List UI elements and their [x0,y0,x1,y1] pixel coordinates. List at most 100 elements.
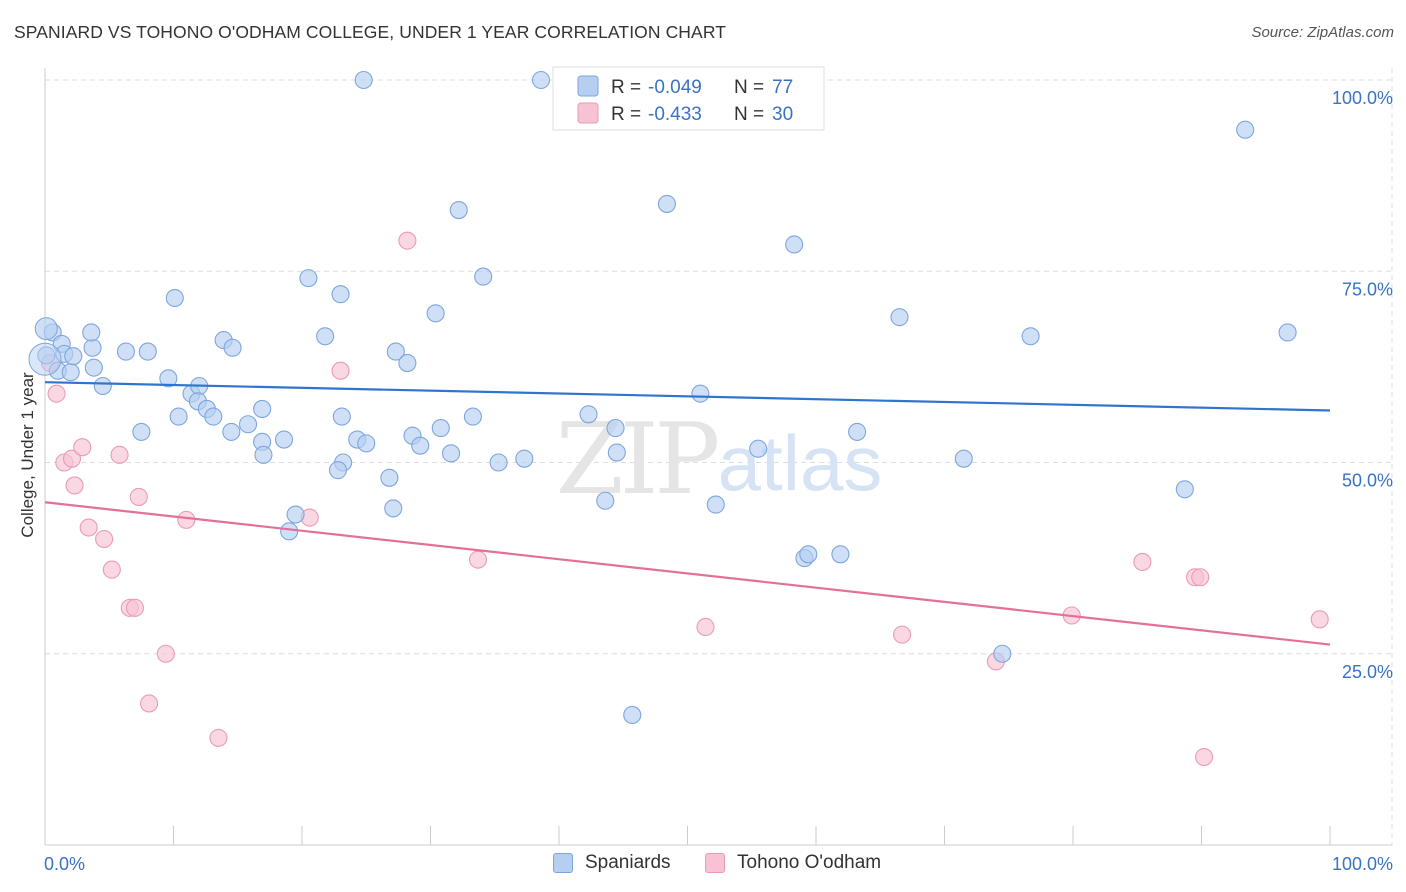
tohono-point [79,518,98,537]
spaniards-point [222,422,241,441]
trend-lines [44,381,1331,646]
spaniards-point [286,505,305,524]
spaniards-point [254,445,273,464]
tohono-point [129,487,148,506]
spaniards-point [238,415,258,434]
chart-title: SPANIARD VS TOHONO O'ODHAM COLLEGE, UNDE… [14,22,727,42]
tohono-point [65,476,84,495]
axes [44,68,1392,846]
stats-n-label-spaniards: N = [734,77,769,98]
series-legend: Spaniards Tohono O'odham [0,852,1406,878]
spaniards-point [398,353,417,373]
spaniards-point [82,323,101,342]
y-tick-label: 50.0% [1342,471,1393,491]
x-tick-label-end: 100.0% [1332,854,1393,874]
tohono-point [62,449,82,468]
spaniards-point [706,495,725,514]
stats-n-value-tohono: 30 [772,104,793,125]
spaniards-point [132,422,151,441]
tohono-point [95,529,114,549]
chart-source: Source: ZipAtlas.com [1251,24,1394,41]
spaniards-point [606,419,625,438]
spaniards-point [274,430,294,449]
spaniards-point [299,269,318,288]
spaniards-point [138,342,157,361]
tohono-point [1133,552,1152,572]
spaniards-point [607,443,626,462]
spaniards-point [993,644,1012,663]
tohono-point [73,438,92,457]
spaniards-point [1236,120,1255,139]
spaniards-point [431,419,450,438]
spaniards-point [328,461,348,480]
spaniards-point [657,194,676,213]
series-spaniards-points [28,70,1297,725]
spaniards-point [954,449,973,468]
tohono-point [47,384,66,403]
spaniards-point [253,399,272,419]
tohono-point [696,617,715,637]
tohono-point [156,644,175,663]
legend-label-tohono: Tohono O'odham [737,852,882,873]
stats-r-label-tohono: R = [611,104,646,125]
spaniards-point [1021,327,1040,346]
spaniards-point [169,407,188,426]
x-tick-label-start: 0.0% [44,854,85,874]
spaniards-point [1175,480,1194,499]
legend-label-spaniards: Spaniards [585,852,671,873]
gridlines [45,68,1393,845]
spaniards-point [84,358,103,377]
legend-item-spaniards[interactable]: Spaniards [553,852,671,874]
spaniards-point [596,491,615,510]
y-tick-label: 100.0% [1332,88,1393,108]
trend-line-spaniards [44,381,1331,412]
spaniards-cluster-point [28,342,62,376]
spaniards-point [204,407,223,426]
spaniards-point [331,285,350,304]
spaniards-point [691,384,710,403]
spaniards-point [93,376,112,396]
legend-swatch-spaniards [553,853,573,873]
spaniards-point [623,705,642,725]
spaniards-point [280,522,299,541]
tohono-point [102,560,121,579]
spaniards-point [165,288,184,308]
legend-item-tohono[interactable]: Tohono O'odham [705,852,881,874]
stats-n-value-spaniards: 77 [772,77,793,98]
spaniards-point [332,407,351,426]
spaniards-point [463,407,482,426]
tohono-point [125,598,144,617]
stats-r-value-spaniards: -0.049 [648,77,702,98]
spaniards-point [579,405,598,424]
tohono-point [177,510,196,529]
spaniards-point [426,304,445,323]
stats-legend-swatch-tohono [577,102,599,124]
tohono-point [398,231,417,250]
spaniards-point [83,338,102,357]
spaniards-point [1278,323,1297,342]
spaniards-point [64,347,83,366]
trend-line-tohono [44,501,1331,646]
spaniards-point [223,338,242,357]
tohono-point [209,728,228,747]
tohono-point [331,361,350,380]
y-tick-label: 75.0% [1342,279,1393,299]
watermark: ZIP atlas [556,403,883,517]
tohono-point [110,445,129,464]
spaniards-point [357,434,376,453]
spaniards-point [159,369,178,388]
spaniards-point [384,499,403,518]
spaniards-point [831,545,850,564]
spaniards-point [442,444,461,463]
spaniards-point [890,308,909,327]
spaniards-point [474,267,493,286]
stats-r-label-spaniards: R = [611,77,646,98]
tohono-point [1191,568,1210,587]
stats-legend-swatch-spaniards [577,75,599,97]
x-tick-labels: 0.0% 100.0% [44,854,1393,874]
spaniards-point [785,235,804,254]
spaniards-point [386,342,405,361]
spaniards-point [749,439,768,458]
tohono-point [468,550,488,569]
